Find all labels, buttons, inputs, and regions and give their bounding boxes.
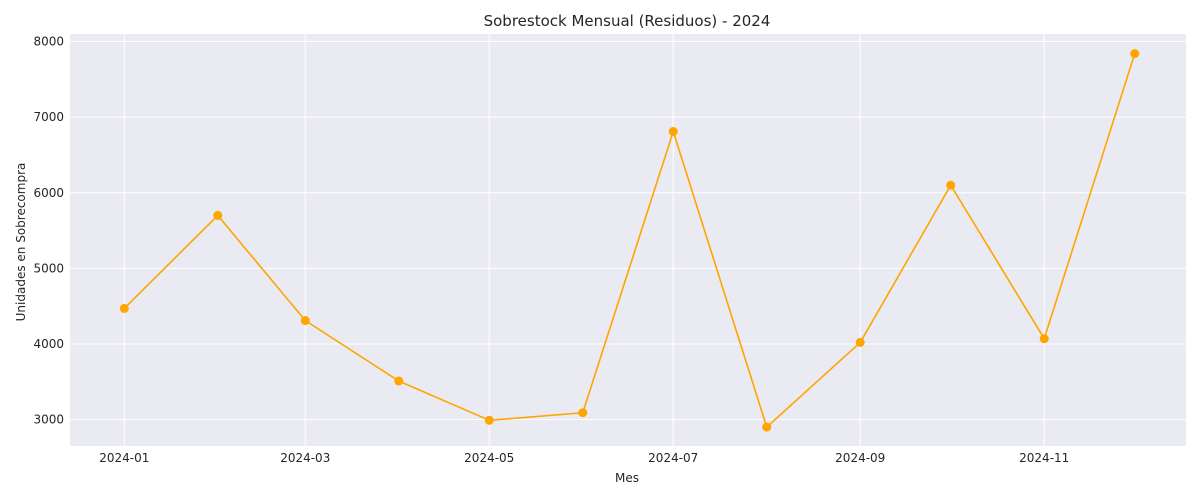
x-tick-label: 2024-05: [464, 451, 514, 465]
x-tick-label: 2024-01: [99, 451, 149, 465]
data-point: [855, 337, 865, 347]
data-point: [213, 210, 223, 220]
x-axis-label: Mes: [615, 471, 639, 485]
data-point: [484, 415, 494, 425]
y-tick-label: 6000: [33, 186, 64, 200]
plot-area: [70, 34, 1186, 446]
y-tick-label: 3000: [33, 413, 64, 427]
data-point: [578, 408, 588, 418]
chart-title: Sobrestock Mensual (Residuos) - 2024: [484, 12, 771, 30]
data-point: [119, 303, 129, 313]
series-layer: [119, 49, 1140, 432]
data-point: [762, 422, 772, 432]
y-tick-label: 5000: [33, 261, 64, 275]
y-tick-label: 4000: [33, 337, 64, 351]
y-tick-label: 7000: [33, 110, 64, 124]
series-line: [123, 53, 1136, 428]
x-tick-label: 2024-07: [648, 451, 698, 465]
x-tick-label: 2024-03: [280, 451, 330, 465]
y-tick-label: 8000: [33, 35, 64, 49]
data-point: [946, 180, 956, 190]
data-point: [394, 376, 404, 386]
x-tick-label: 2024-09: [835, 451, 885, 465]
data-point: [1039, 334, 1049, 344]
x-tick-label: 2024-11: [1019, 451, 1069, 465]
data-point: [1130, 49, 1140, 59]
y-axis-label: Unidades en Sobrecompra: [14, 163, 28, 322]
tick-labels: 3000 4000 5000 6000 7000 8000 2024-01 2024-03 20…: [33, 35, 1069, 465]
data-point: [668, 127, 678, 137]
data-point: [300, 316, 310, 326]
grid-lines: [70, 34, 1186, 446]
